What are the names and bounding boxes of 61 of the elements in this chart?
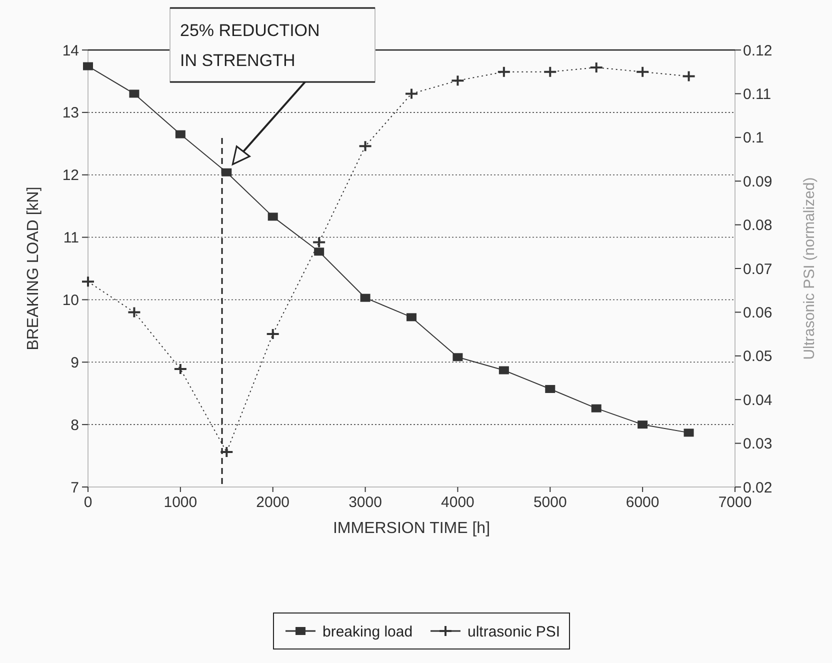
point (450, 74, 465, 87)
y-tick-label: 8 (70, 416, 79, 434)
y2-tick-label: 0.12 (743, 42, 772, 60)
point (173, 363, 188, 376)
point (360, 294, 370, 302)
y-tick-label: 7 (70, 479, 79, 496)
y2-tick-label: 0.11 (743, 86, 772, 103)
point (314, 248, 324, 256)
y2-tick-label: 0.08 (743, 217, 772, 234)
point (268, 212, 278, 221)
point (404, 88, 418, 100)
point (220, 446, 234, 458)
x-tick-label: 1000 (164, 494, 198, 511)
point (636, 66, 650, 78)
x-tick-label: 2000 (256, 494, 290, 511)
point (682, 70, 696, 82)
point (129, 90, 140, 98)
x-tick-label: 4000 (441, 494, 474, 511)
point (638, 420, 648, 429)
annotation: 25% REDUCTION IN STRENGTH (180, 21, 320, 70)
point (127, 306, 142, 318)
point (175, 130, 186, 138)
y2-tick-label: 0.05 (743, 348, 772, 366)
x-tick-label: 0 (84, 494, 92, 511)
y-tick-label: 11 (63, 230, 79, 247)
point (452, 353, 463, 362)
point (498, 366, 509, 374)
y2-tick-label: 0.02 (743, 479, 772, 496)
legend-label: breaking load (322, 623, 413, 640)
x-tick-label: 3000 (348, 494, 382, 511)
y2-tick-label: 0.06 (743, 304, 772, 322)
point (312, 236, 326, 248)
point (81, 276, 95, 288)
y-tick-label: 9 (70, 354, 79, 372)
y2-tick-label: 0.09 (743, 173, 772, 190)
point (591, 404, 602, 412)
point (406, 313, 416, 322)
y2-tick-label: 0.07 (743, 260, 772, 278)
y2-tick-label: 0.03 (743, 436, 772, 453)
y-axis-title: BREAKING LOAD [kN] (25, 186, 42, 350)
y2-axis-title: Ultrasonic PSI (normalized) (801, 177, 818, 360)
point (83, 62, 93, 70)
x-tick-label: 5000 (533, 494, 567, 511)
point (684, 428, 694, 437)
y2-tick-label: 0.04 (743, 392, 772, 409)
point (589, 61, 604, 74)
y-tick-label: 14 (62, 42, 79, 60)
point (266, 328, 280, 340)
legend-label: ultrasonic PSI (468, 623, 560, 640)
point (543, 66, 558, 78)
y-tick-label: 13 (62, 104, 79, 122)
point (358, 140, 372, 152)
point (496, 66, 511, 78)
x-tick-label: 6000 (626, 494, 660, 511)
point (222, 168, 232, 176)
x-tick-label: 7000 (718, 494, 752, 511)
y-tick-label: 10 (62, 292, 79, 309)
y2-tick-label: 0.1 (743, 130, 764, 147)
point (545, 384, 556, 393)
y-tick-label: 12 (62, 167, 79, 184)
x-axis-title: IMMERSION TIME [h] (332, 520, 490, 537)
